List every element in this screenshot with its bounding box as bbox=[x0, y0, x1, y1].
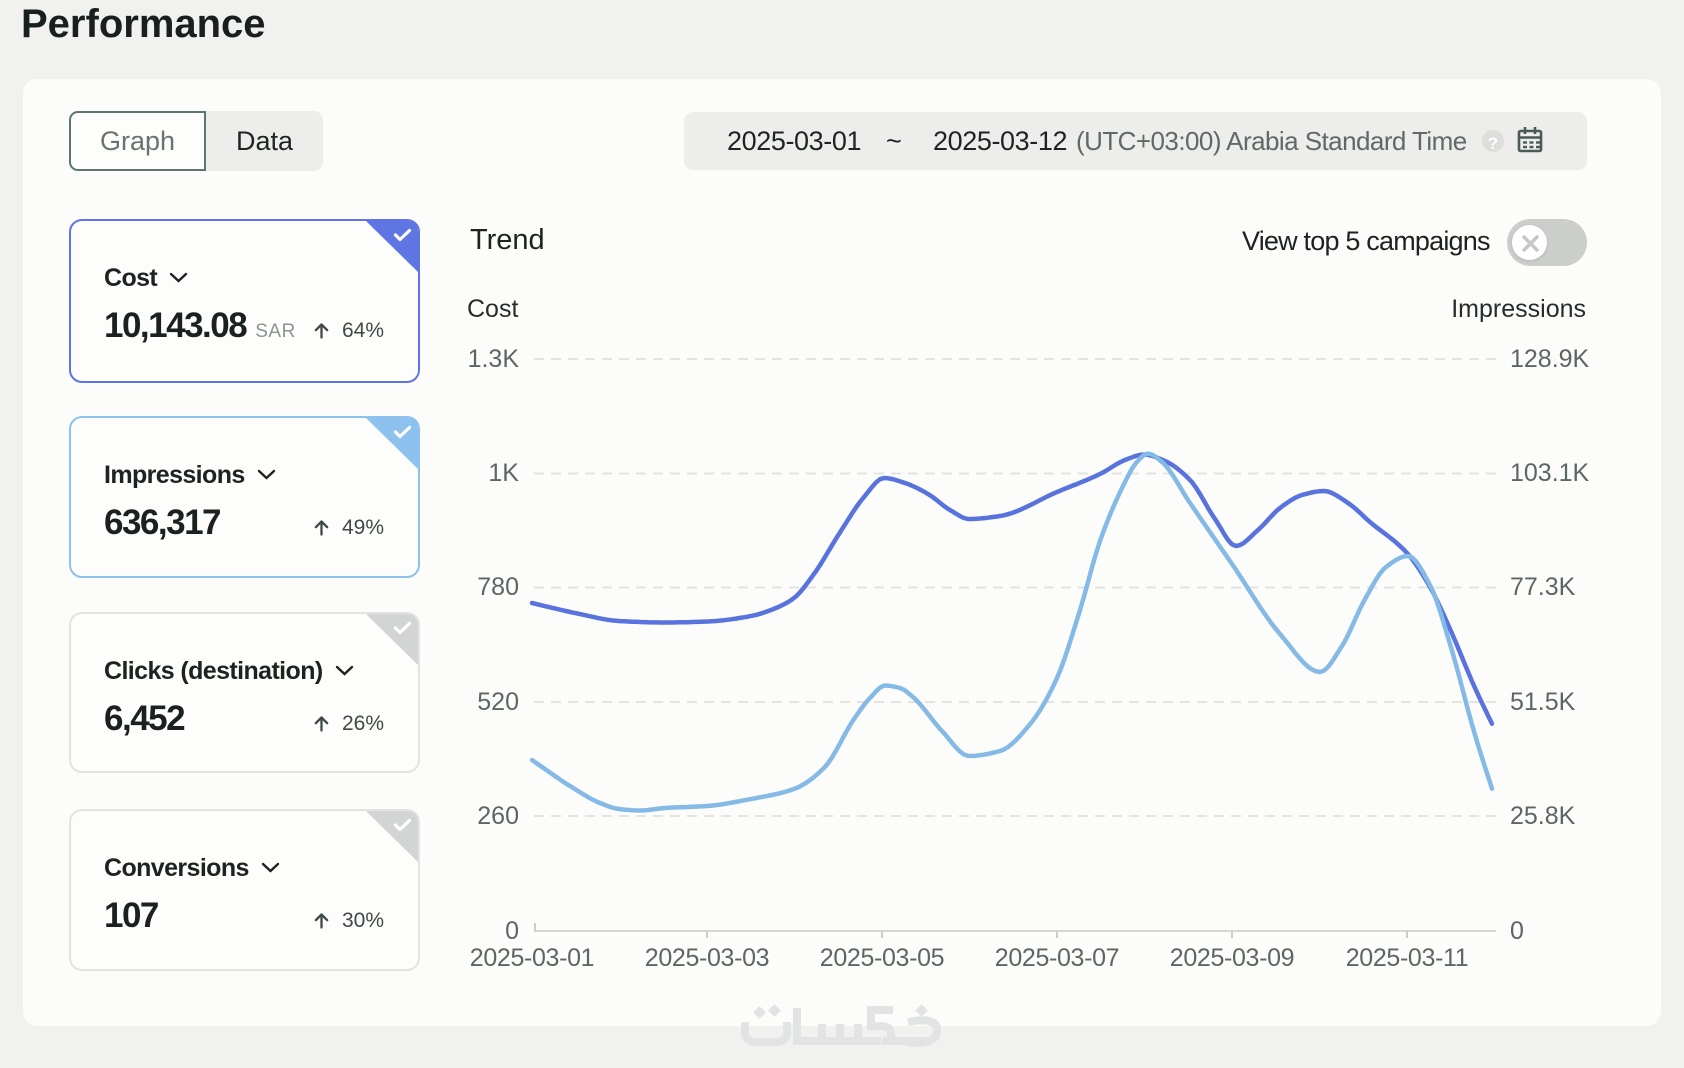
svg-text:?: ? bbox=[1488, 134, 1498, 153]
